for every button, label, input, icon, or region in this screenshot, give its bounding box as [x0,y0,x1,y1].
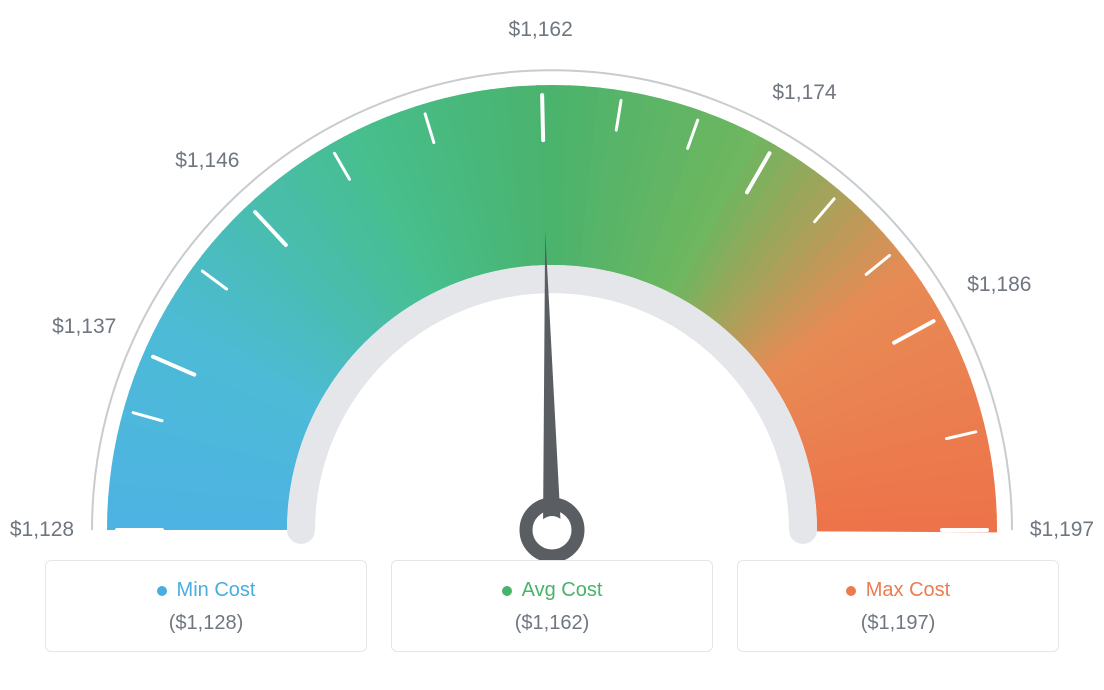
legend-title-min: Min Cost [157,579,256,602]
legend-title-text: Avg Cost [522,579,603,602]
gauge-chart: $1,128 $1,137 $1,146 $1,162 $1,174 $1,186 $1,1… [0,0,1104,560]
legend-title-text: Min Cost [177,579,256,602]
gauge-tick-label: $1,137 [52,315,116,339]
gauge-tick-label: $1,186 [967,273,1031,297]
legend-card-min: Min Cost ($1,128) [45,560,367,652]
legend-card-avg: Avg Cost ($1,162) [391,560,713,652]
legend-value-avg: ($1,162) [392,612,712,635]
legend-card-max: Max Cost ($1,197) [737,560,1059,652]
legend-row: Min Cost ($1,128) Avg Cost ($1,162) Max … [0,560,1104,652]
legend-title-avg: Avg Cost [502,579,603,602]
dot-icon [157,586,167,596]
gauge-tick-label: $1,162 [509,18,573,42]
gauge-tick-label: $1,197 [1030,518,1094,542]
gauge-tick-label: $1,146 [175,149,239,173]
dot-icon [502,586,512,596]
gauge-svg [0,0,1104,560]
legend-title-max: Max Cost [846,579,950,602]
legend-value-min: ($1,128) [46,612,366,635]
gauge-tick-label: $1,174 [772,81,836,105]
dot-icon [846,586,856,596]
legend-value-max: ($1,197) [738,612,1058,635]
gauge-tick-label: $1,128 [10,518,74,542]
legend-title-text: Max Cost [866,579,950,602]
